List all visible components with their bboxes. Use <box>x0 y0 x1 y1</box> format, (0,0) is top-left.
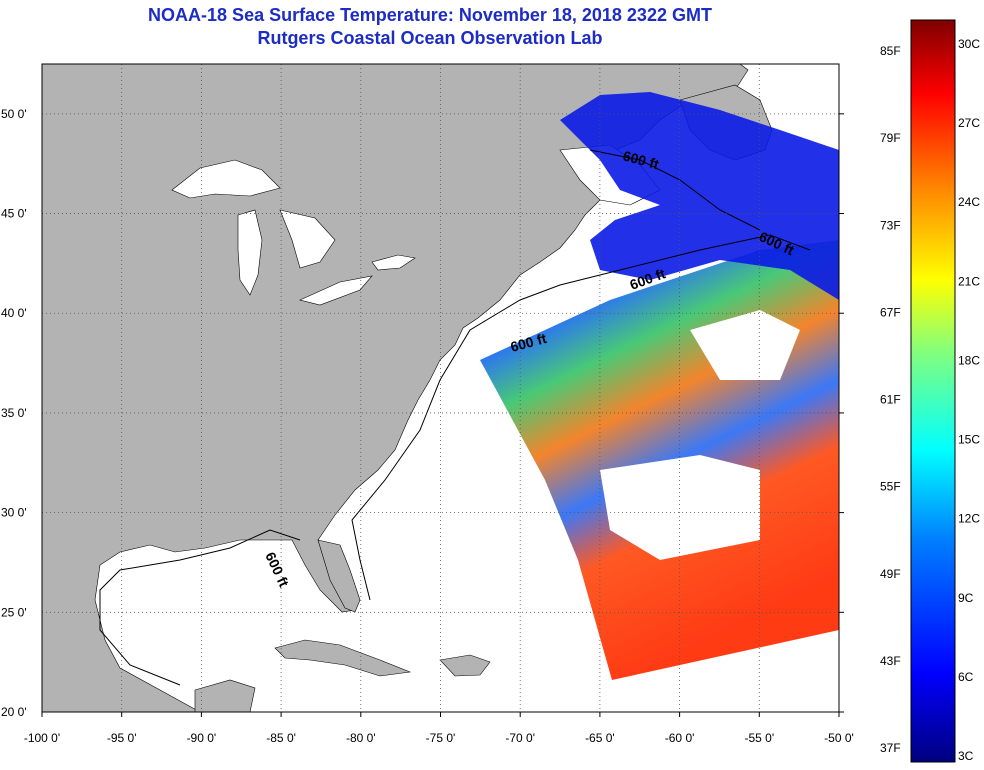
lon-tick-label: -90 0' <box>187 731 217 745</box>
lat-tick-label: 35 0' <box>1 406 27 420</box>
colorbar-label-c: 9C <box>958 591 974 605</box>
lat-tick-label: 30 0' <box>1 506 27 520</box>
lon-tick-label: -70 0' <box>505 731 535 745</box>
colorbar-label-f: 73F <box>880 218 901 232</box>
map-subtitle: Rutgers Coastal Ocean Observation Lab <box>257 28 603 48</box>
colorbar-label-c: 3C <box>958 749 974 763</box>
florida-land <box>317 539 361 613</box>
lon-tick-label: -100 0' <box>24 731 60 745</box>
lat-tick-label: 50 0' <box>1 107 27 121</box>
lat-tick-label: 45 0' <box>1 207 27 221</box>
colorbar-label-c: 24C <box>958 195 980 209</box>
colorbar-label-f: 55F <box>880 480 901 494</box>
colorbar-label-f: 61F <box>880 393 901 407</box>
lat-tick-label: 25 0' <box>1 605 27 619</box>
lon-tick-label: -75 0' <box>426 731 456 745</box>
lake-ontario <box>371 254 416 271</box>
lon-tick-label: -85 0' <box>266 731 296 745</box>
sst-northern-swath <box>560 92 839 300</box>
latitude-ticks: 20 0' 25 0' 30 0' 35 0' 40 0' 45 0' 50 0' <box>1 107 844 719</box>
colorbar-label-f: 43F <box>880 654 901 668</box>
colorbar-label-f: 49F <box>880 567 901 581</box>
lon-tick-label: -65 0' <box>585 731 615 745</box>
colorbar-label-f: 79F <box>880 131 901 145</box>
colorbar-fahrenheit-labels: 85F 79F 73F 67F 61F 55F 49F 43F 37F <box>880 44 901 755</box>
colorbar-label-f: 67F <box>880 305 901 319</box>
yucatan-land <box>194 679 256 712</box>
colorbar-label-c: 6C <box>958 670 974 684</box>
lat-tick-label: 20 0' <box>1 705 27 719</box>
isobath-600ft-north <box>589 149 761 231</box>
longitude-ticks: -100 0' -95 0' -90 0' -85 0' -80 0' -75 0' -70… <box>24 712 854 745</box>
colorbar <box>910 19 956 763</box>
colorbar-label-f: 85F <box>880 44 901 58</box>
isobath-600ft-south <box>99 379 441 686</box>
hispaniola-land <box>439 654 491 677</box>
lon-tick-label: -60 0' <box>665 731 695 745</box>
lake-erie <box>299 275 373 306</box>
lake-superior <box>171 159 281 199</box>
cloud-gap <box>600 455 760 560</box>
lon-tick-label: -55 0' <box>744 731 774 745</box>
lake-huron <box>279 209 336 269</box>
lon-tick-label: -50 0' <box>824 731 854 745</box>
lon-tick-label: -95 0' <box>107 731 137 745</box>
isobath-600ft <box>439 234 811 381</box>
colorbar-label-f: 37F <box>880 741 901 755</box>
colorbar-label-c: 18C <box>958 353 980 367</box>
lon-tick-label: -80 0' <box>346 731 376 745</box>
colorbar-label-c: 21C <box>958 274 980 288</box>
lat-tick-label: 40 0' <box>1 306 27 320</box>
colorbar-celsius-labels: 30C 27C 24C 21C 18C 15C 12C 9C 6C 3C <box>958 37 980 763</box>
colorbar-label-c: 12C <box>958 512 980 526</box>
map-title: NOAA-18 Sea Surface Temperature: Novembe… <box>148 5 712 25</box>
colorbar-label-c: 15C <box>958 433 980 447</box>
cloud-gap <box>690 310 800 380</box>
colorbar-label-c: 27C <box>958 116 980 130</box>
cuba-land <box>274 639 412 677</box>
colorbar-label-c: 30C <box>958 37 980 51</box>
lake-michigan <box>237 209 263 296</box>
